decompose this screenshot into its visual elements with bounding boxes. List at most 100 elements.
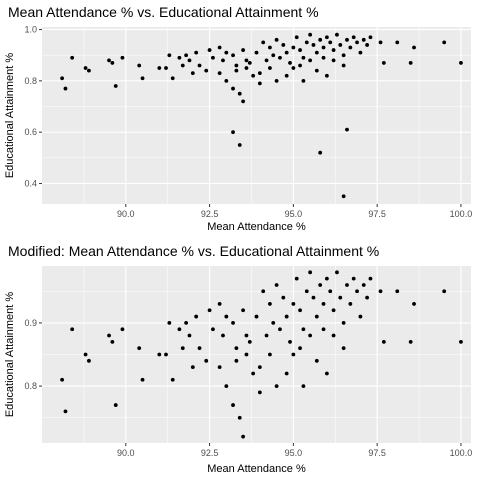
data-point bbox=[231, 130, 235, 135]
x-tick-label: 95.0 bbox=[285, 209, 303, 219]
data-point bbox=[70, 327, 75, 332]
y-axis-title: Educational Attainment % bbox=[4, 292, 16, 418]
data-point bbox=[241, 434, 245, 439]
data-point bbox=[294, 276, 299, 281]
data-point bbox=[381, 61, 386, 65]
data-point bbox=[140, 377, 145, 382]
data-point bbox=[314, 68, 319, 73]
data-point bbox=[274, 384, 279, 389]
data-point bbox=[244, 58, 249, 63]
data-point bbox=[120, 327, 125, 332]
data-point bbox=[107, 58, 111, 63]
data-point bbox=[83, 66, 88, 70]
data-point bbox=[87, 68, 91, 73]
data-point bbox=[284, 314, 289, 319]
data-point bbox=[241, 99, 245, 104]
data-point bbox=[211, 327, 215, 332]
data-point bbox=[234, 63, 239, 68]
data-point bbox=[298, 346, 302, 351]
data-point bbox=[278, 55, 282, 60]
data-point bbox=[110, 61, 115, 65]
data-point bbox=[63, 409, 68, 414]
data-point bbox=[288, 339, 292, 344]
data-point bbox=[244, 352, 249, 357]
y-axis-title: Educational Attainment % bbox=[4, 53, 16, 179]
data-point bbox=[274, 283, 279, 287]
x-tick-label: 97.5 bbox=[368, 448, 386, 458]
data-point bbox=[170, 76, 175, 81]
data-point bbox=[358, 50, 363, 55]
data-point bbox=[237, 415, 242, 420]
data-point bbox=[60, 76, 65, 81]
data-point bbox=[335, 270, 339, 275]
data-point bbox=[301, 327, 306, 332]
data-point bbox=[167, 53, 172, 58]
data-point bbox=[190, 365, 195, 370]
data-point bbox=[341, 320, 346, 325]
data-point bbox=[257, 81, 262, 86]
data-point bbox=[298, 63, 302, 68]
data-point bbox=[321, 327, 326, 332]
x-tick-label: 90.0 bbox=[117, 448, 135, 458]
data-point bbox=[184, 320, 189, 325]
data-point bbox=[268, 45, 272, 50]
data-point bbox=[204, 358, 209, 363]
data-point bbox=[197, 63, 202, 68]
data-point bbox=[180, 346, 185, 351]
data-point bbox=[318, 283, 323, 287]
data-point bbox=[348, 45, 353, 50]
data-point bbox=[324, 35, 329, 40]
data-point bbox=[304, 289, 309, 294]
data-point bbox=[194, 314, 199, 319]
data-point bbox=[345, 37, 349, 42]
data-point bbox=[120, 55, 125, 60]
data-point bbox=[247, 61, 252, 65]
data-point bbox=[170, 377, 175, 382]
data-point bbox=[241, 308, 245, 313]
data-point bbox=[381, 339, 386, 344]
data-point bbox=[318, 37, 323, 42]
data-point bbox=[331, 48, 336, 52]
data-point bbox=[254, 50, 259, 55]
data-point bbox=[321, 302, 326, 306]
x-tick-label: 100.0 bbox=[450, 209, 473, 219]
data-point bbox=[187, 333, 192, 338]
data-point bbox=[190, 71, 195, 76]
data-point bbox=[331, 333, 336, 338]
x-tick-label: 92.5 bbox=[201, 448, 219, 458]
data-point bbox=[224, 50, 229, 55]
data-point bbox=[254, 314, 259, 319]
data-point bbox=[83, 352, 88, 357]
data-point bbox=[311, 43, 316, 47]
data-point bbox=[281, 295, 286, 300]
data-point bbox=[324, 276, 329, 281]
data-point bbox=[204, 68, 209, 73]
data-point bbox=[361, 283, 366, 287]
data-point bbox=[221, 58, 225, 63]
data-point bbox=[231, 86, 235, 91]
y-tick-label: 0.6 bbox=[24, 127, 37, 137]
data-point bbox=[257, 365, 262, 370]
data-point bbox=[442, 289, 447, 294]
data-point bbox=[308, 58, 313, 63]
chart-2: Modified: Mean Attendance % vs. Educatio… bbox=[4, 243, 472, 475]
data-point bbox=[113, 84, 118, 88]
data-point bbox=[314, 314, 319, 319]
data-point bbox=[268, 302, 272, 306]
data-point bbox=[345, 127, 349, 132]
data-point bbox=[107, 333, 111, 338]
data-point bbox=[217, 71, 222, 76]
data-point bbox=[264, 333, 269, 338]
data-point bbox=[368, 276, 373, 281]
data-point bbox=[395, 40, 400, 45]
data-point bbox=[408, 339, 413, 344]
data-point bbox=[140, 76, 145, 81]
data-point bbox=[184, 53, 189, 58]
data-point bbox=[268, 352, 272, 357]
data-point bbox=[351, 35, 356, 40]
data-point bbox=[167, 320, 172, 325]
data-point bbox=[197, 346, 202, 351]
data-point bbox=[408, 61, 413, 65]
data-point bbox=[247, 339, 252, 344]
